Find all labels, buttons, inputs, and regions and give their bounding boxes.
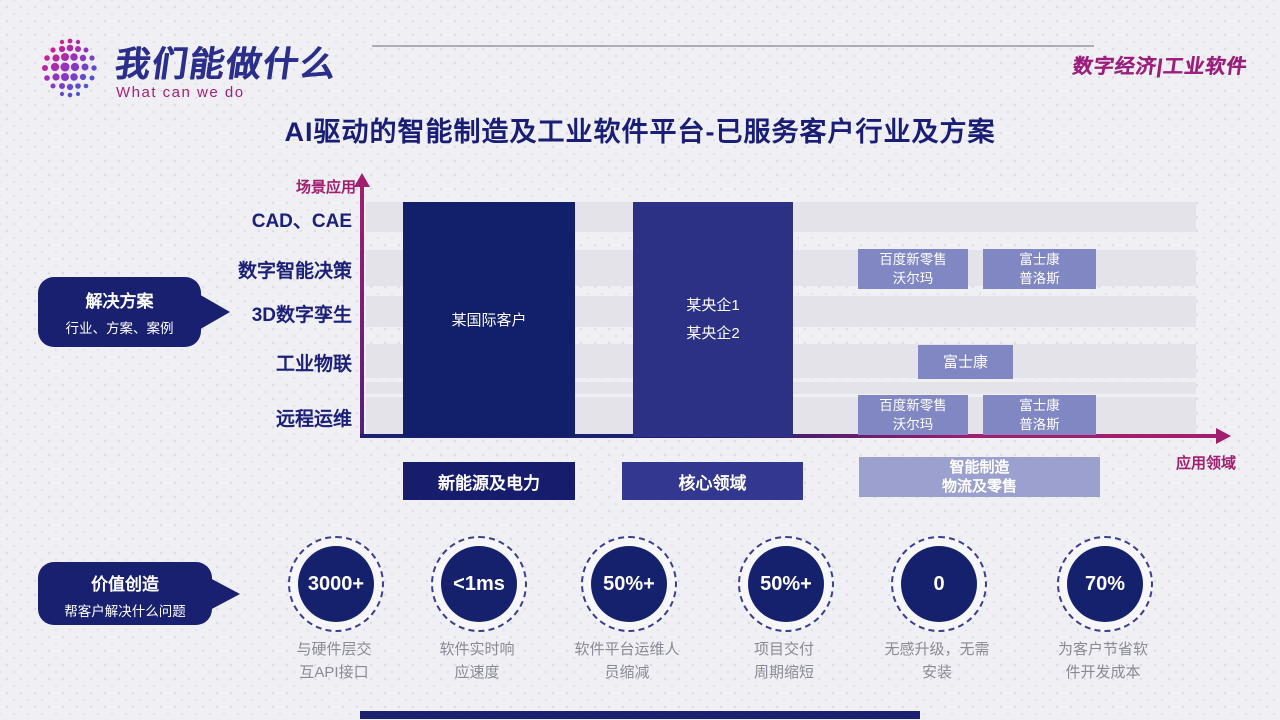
metric-value: 70% (1067, 546, 1143, 622)
solution-callout: 解决方案 行业、方案、案例 (38, 277, 201, 347)
customer-bar-international: 某国际客户 (403, 202, 575, 437)
category-new-energy-power: 新能源及电力 (403, 462, 575, 500)
metric-value: 50%+ (748, 546, 824, 622)
row-label-cad-cae: CAD、CAE (251, 211, 352, 232)
solution-callout-arrow-icon (197, 293, 230, 331)
metric-value: 3000+ (298, 546, 374, 622)
metric-value: <1ms (441, 546, 517, 622)
row-label-3d-twin: 3D数字孪生 (251, 305, 352, 326)
value-callout-arrow-icon (208, 577, 240, 611)
customer-box-foxconn-prologis: 富士康 普洛斯 (983, 249, 1096, 289)
metric-circle-latency: <1ms (431, 536, 527, 632)
metric-caption: 项目交付 周期缩短 (753, 641, 814, 681)
customer-box-baidu-walmart: 百度新零售 沃尔玛 (858, 249, 968, 289)
metric-caption: 与硬件层交 互API接口 (296, 641, 372, 681)
y-axis-line (360, 186, 364, 437)
metric-value: 0 (901, 546, 977, 622)
row-label-industrial-iot: 工业物联 (275, 354, 352, 375)
customer-box-baidu-walmart-2: 百度新零售 沃尔玛 (858, 395, 968, 435)
value-callout: 价值创造 帮客户解决什么问题 (38, 562, 212, 625)
metric-caption: 无感升级，无需 安装 (884, 641, 990, 681)
metric-circle-zero-install: 0 (891, 536, 987, 632)
row-label-digital-decision: 数字智能决策 (237, 261, 352, 282)
metric-circle-api: 3000+ (288, 536, 384, 632)
metric-caption: 为客户节省软 件开发成本 (1057, 641, 1148, 681)
solution-callout-title: 解决方案 (85, 292, 154, 311)
customer-box-foxconn: 富士康 (918, 345, 1013, 379)
category-core-domain: 核心领域 (622, 462, 803, 500)
y-axis-arrow-icon (354, 173, 370, 187)
footer-bar (360, 711, 920, 719)
y-axis-label: 场景应用 (295, 179, 356, 196)
company-logo-icon (42, 38, 97, 98)
solution-callout-subtitle: 行业、方案、案例 (65, 321, 174, 336)
page-title: AI驱动的智能制造及工业软件平台-已服务客户行业及方案 (284, 117, 996, 147)
customer-bar-central-enterprises: 某央企1 某央企2 (633, 202, 793, 437)
metric-circle-cost-saving: 70% (1057, 536, 1153, 632)
metric-value: 50%+ (591, 546, 667, 622)
header-corner-label: 数字经济|工业软件 (1071, 56, 1250, 78)
section-subtitle: What can we do (116, 84, 245, 101)
value-callout-title: 价值创造 (91, 575, 159, 594)
x-axis-arrow-icon (1216, 428, 1231, 444)
metric-circle-ops-reduction: 50%+ (581, 536, 677, 632)
section-title: 我们能做什么 (112, 45, 340, 84)
row-label-remote-ops: 远程运维 (275, 409, 352, 430)
metric-circle-delivery: 50%+ (738, 536, 834, 632)
customer-box-foxconn-prologis-2: 富士康 普洛斯 (983, 395, 1096, 435)
metric-caption: 软件平台运维人 员缩减 (574, 641, 680, 681)
category-smart-manufacturing-logistics-retail: 智能制造 物流及零售 (859, 457, 1100, 497)
metric-caption: 软件实时响 应速度 (439, 641, 515, 681)
header-divider (372, 45, 1094, 47)
x-axis-label: 应用领域 (1176, 455, 1237, 472)
value-callout-subtitle: 帮客户解决什么问题 (64, 604, 186, 619)
